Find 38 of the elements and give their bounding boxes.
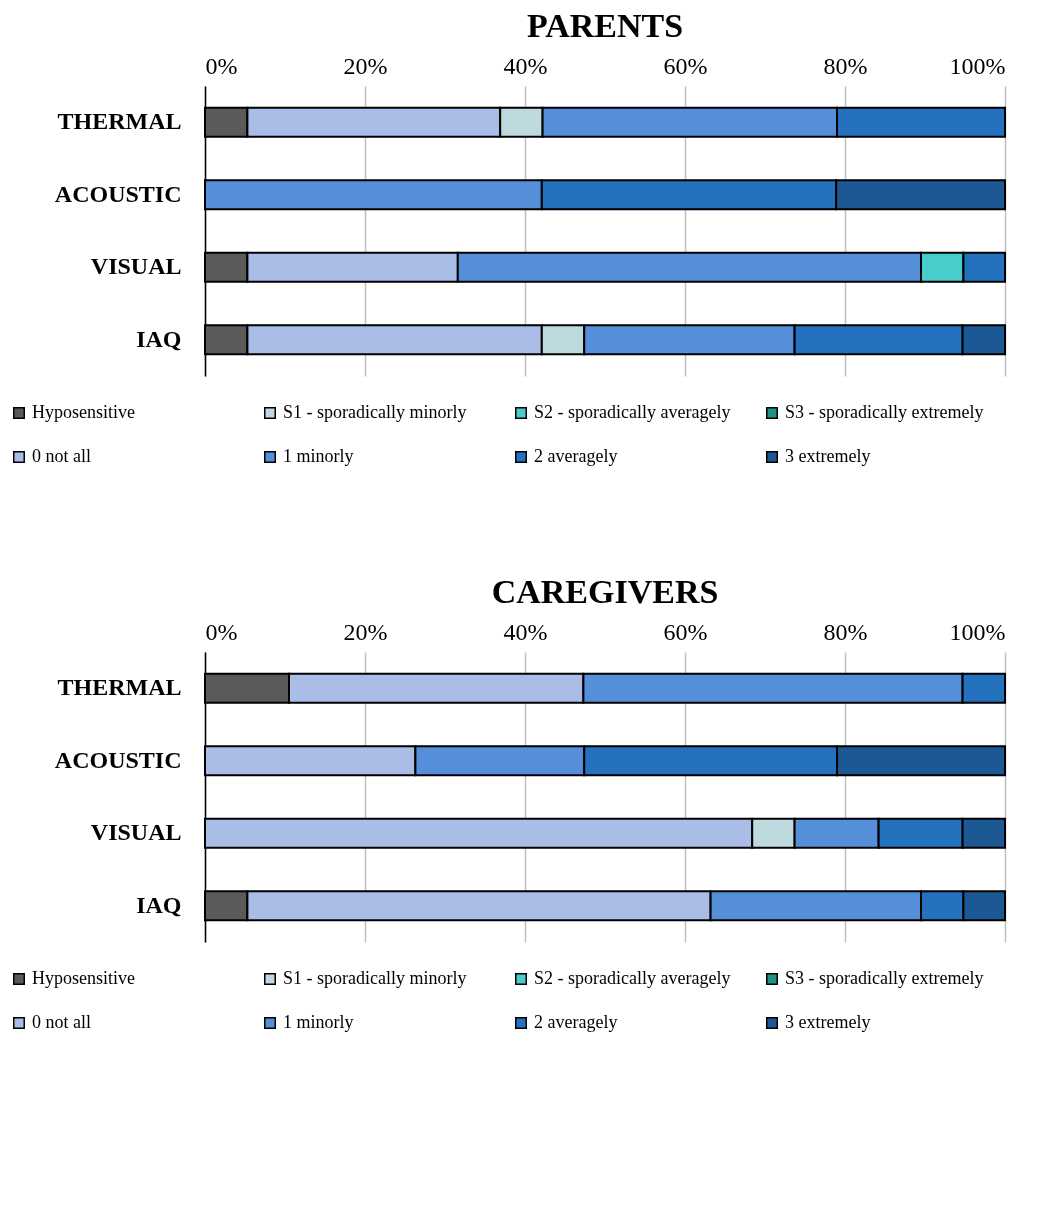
y-tick-label: IAQ xyxy=(136,325,182,352)
x-tick-label: 80% xyxy=(823,52,868,79)
legend-label: 2 averagely xyxy=(534,446,618,466)
x-tick-label: 0% xyxy=(205,52,238,79)
x-tick-label: 40% xyxy=(503,618,548,645)
y-tick-label: THERMAL xyxy=(57,674,182,701)
y-tick-label: VISUAL xyxy=(90,819,182,846)
y-tick-label: ACOUSTIC xyxy=(54,746,182,773)
legend-label: 1 minorly xyxy=(283,1012,354,1032)
legend-label: S2 - sporadically averagely xyxy=(534,968,731,988)
y-tick-label: IAQ xyxy=(136,891,182,918)
x-tick-label: 100% xyxy=(949,618,1006,645)
x-tick-label: 40% xyxy=(503,52,548,79)
legend-label: S3 - sporadically extremely xyxy=(785,968,984,988)
y-tick-label: ACOUSTIC xyxy=(54,180,182,207)
x-tick-label: 0% xyxy=(205,618,238,645)
legend-label: S1 - sporadically minorly xyxy=(283,402,467,422)
x-tick-label: 100% xyxy=(949,52,1006,79)
legend-label: S1 - sporadically minorly xyxy=(283,968,467,988)
x-tick-label: 20% xyxy=(343,52,388,79)
x-tick-label: 20% xyxy=(343,618,388,645)
chart-title: PARENTS xyxy=(526,7,684,44)
chart-title: CAREGIVERS xyxy=(491,573,719,610)
legend-label: 0 not all xyxy=(32,446,91,466)
legend-label: S2 - sporadically averagely xyxy=(534,402,731,422)
legend-label: 0 not all xyxy=(32,1012,91,1032)
x-tick-label: 60% xyxy=(663,52,708,79)
legend-label: 3 extremely xyxy=(785,446,871,466)
x-tick-label: 80% xyxy=(823,618,868,645)
y-tick-label: VISUAL xyxy=(90,253,182,280)
legend-label: Hyposensitive xyxy=(32,402,135,422)
legend-label: Hyposensitive xyxy=(32,968,135,988)
y-tick-label: THERMAL xyxy=(57,108,182,135)
x-tick-label: 60% xyxy=(663,618,708,645)
legend-label: 2 averagely xyxy=(534,1012,618,1032)
legend-label: 3 extremely xyxy=(785,1012,871,1032)
legend-label: S3 - sporadically extremely xyxy=(785,402,984,422)
legend-label: 1 minorly xyxy=(283,446,354,466)
